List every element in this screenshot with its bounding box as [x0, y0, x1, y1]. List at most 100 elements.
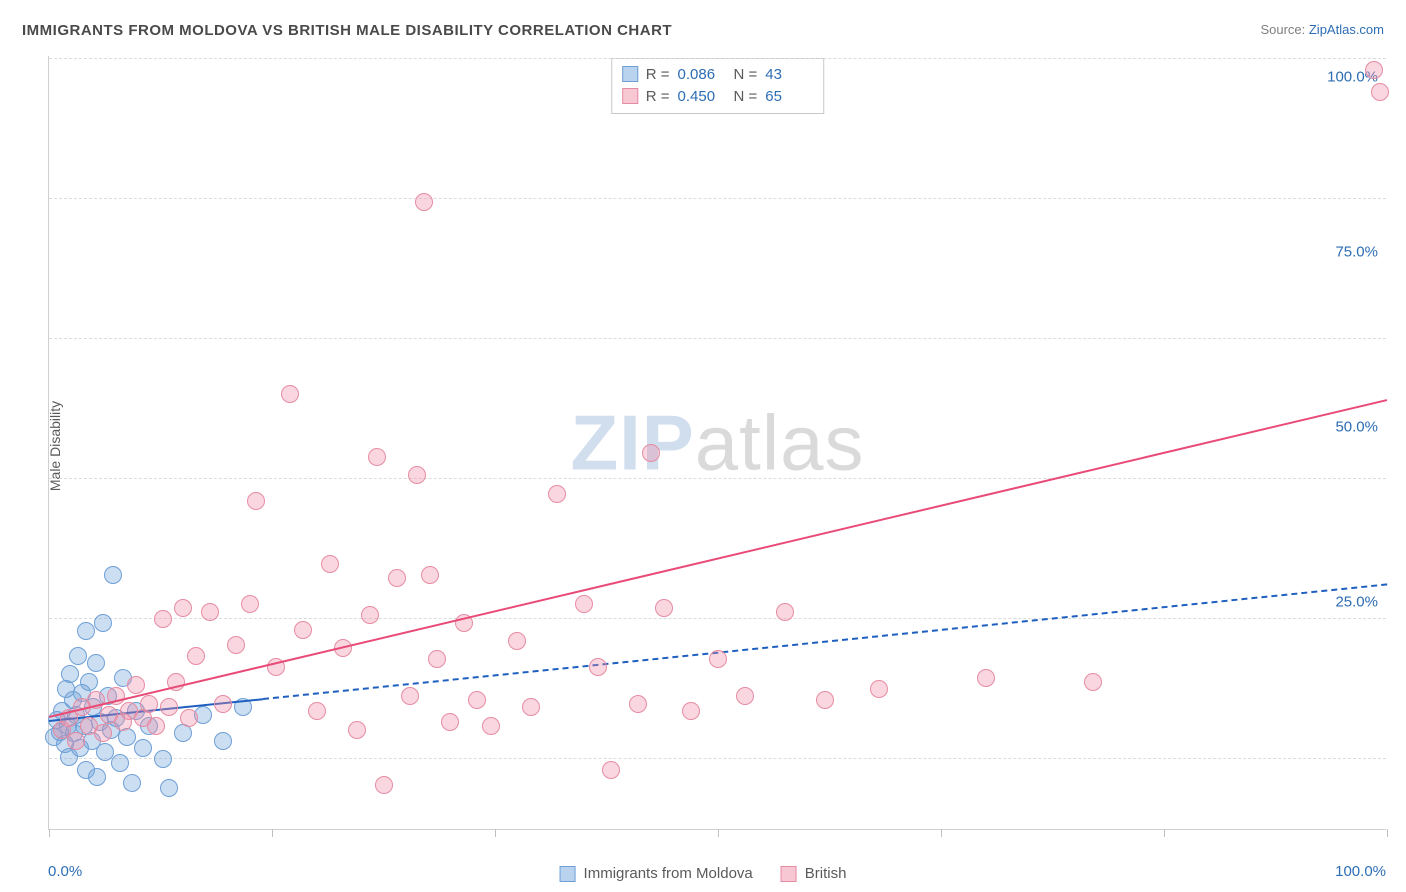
- data-point: [214, 695, 232, 713]
- data-point: [682, 702, 700, 720]
- data-point: [147, 717, 165, 735]
- data-point: [602, 761, 620, 779]
- data-point: [247, 492, 265, 510]
- data-point: [160, 779, 178, 797]
- stat-r-value: 0.086: [678, 66, 726, 83]
- data-point: [977, 669, 995, 687]
- data-point: [368, 448, 386, 466]
- watermark: ZIPatlas: [570, 397, 864, 488]
- data-point: [415, 193, 433, 211]
- data-point: [375, 776, 393, 794]
- source-prefix: Source:: [1260, 22, 1308, 37]
- legend-label: Immigrants from Moldova: [584, 865, 753, 882]
- legend-swatch: [560, 866, 576, 882]
- data-point: [428, 650, 446, 668]
- data-point: [214, 732, 232, 750]
- gridline: [49, 758, 1386, 759]
- data-point: [361, 606, 379, 624]
- data-point: [642, 444, 660, 462]
- x-tick: [49, 829, 50, 837]
- stat-n-value: 65: [765, 88, 813, 105]
- x-tick: [1387, 829, 1388, 837]
- data-point: [441, 713, 459, 731]
- data-point: [1365, 61, 1383, 79]
- data-point: [123, 774, 141, 792]
- data-point: [348, 721, 366, 739]
- x-axis-max-label: 100.0%: [1335, 863, 1386, 880]
- data-point: [776, 603, 794, 621]
- data-point: [870, 680, 888, 698]
- legend-swatch: [622, 66, 638, 82]
- stat-r-label: R =: [646, 66, 670, 83]
- y-tick-label: 25.0%: [1335, 593, 1378, 610]
- watermark-part2: atlas: [695, 398, 865, 486]
- data-point: [201, 603, 219, 621]
- y-tick-label: 50.0%: [1335, 418, 1378, 435]
- data-point: [180, 709, 198, 727]
- data-point: [655, 599, 673, 617]
- data-point: [294, 621, 312, 639]
- data-point: [575, 595, 593, 613]
- gridline: [49, 198, 1386, 199]
- data-point: [816, 691, 834, 709]
- data-point: [482, 717, 500, 735]
- data-point: [548, 485, 566, 503]
- watermark-part1: ZIP: [570, 398, 694, 486]
- data-point: [140, 695, 158, 713]
- correlation-stats-box: R =0.086N =43R =0.450N =65: [611, 58, 825, 114]
- data-point: [281, 385, 299, 403]
- data-point: [227, 636, 245, 654]
- legend-swatch: [781, 866, 797, 882]
- data-point: [80, 673, 98, 691]
- data-point: [127, 676, 145, 694]
- stat-n-value: 43: [765, 66, 813, 83]
- data-point: [69, 647, 87, 665]
- data-point: [87, 654, 105, 672]
- stats-row: R =0.450N =65: [622, 85, 814, 107]
- stat-r-label: R =: [646, 88, 670, 105]
- data-point: [187, 647, 205, 665]
- legend-label: British: [805, 865, 847, 882]
- data-point: [308, 702, 326, 720]
- gridline: [49, 58, 1386, 59]
- data-point: [174, 599, 192, 617]
- data-point: [154, 750, 172, 768]
- data-point: [61, 665, 79, 683]
- legend-item: British: [781, 865, 847, 882]
- data-point: [522, 698, 540, 716]
- x-tick: [495, 829, 496, 837]
- data-point: [1084, 673, 1102, 691]
- data-point: [94, 614, 112, 632]
- data-point: [134, 739, 152, 757]
- trend-line: [263, 584, 1387, 701]
- data-point: [589, 658, 607, 676]
- gridline: [49, 338, 1386, 339]
- data-point: [321, 555, 339, 573]
- trend-line: [49, 399, 1387, 718]
- x-tick: [1164, 829, 1165, 837]
- data-point: [629, 695, 647, 713]
- data-point: [94, 724, 112, 742]
- stats-row: R =0.086N =43: [622, 63, 814, 85]
- data-point: [104, 566, 122, 584]
- stat-r-value: 0.450: [678, 88, 726, 105]
- data-point: [408, 466, 426, 484]
- data-point: [421, 566, 439, 584]
- x-tick: [718, 829, 719, 837]
- series-legend: Immigrants from Moldova British: [560, 865, 847, 882]
- data-point: [709, 650, 727, 668]
- data-point: [67, 732, 85, 750]
- x-axis-min-label: 0.0%: [48, 863, 82, 880]
- data-point: [401, 687, 419, 705]
- data-point: [160, 698, 178, 716]
- y-tick-label: 75.0%: [1335, 243, 1378, 260]
- legend-item: Immigrants from Moldova: [560, 865, 753, 882]
- data-point: [154, 610, 172, 628]
- x-tick: [272, 829, 273, 837]
- x-tick: [941, 829, 942, 837]
- source-attribution: Source: ZipAtlas.com: [1260, 22, 1384, 37]
- scatter-plot-area: ZIPatlas R =0.086N =43R =0.450N =65 25.0…: [48, 56, 1386, 830]
- data-point: [241, 595, 259, 613]
- source-link[interactable]: ZipAtlas.com: [1309, 22, 1384, 37]
- data-point: [111, 754, 129, 772]
